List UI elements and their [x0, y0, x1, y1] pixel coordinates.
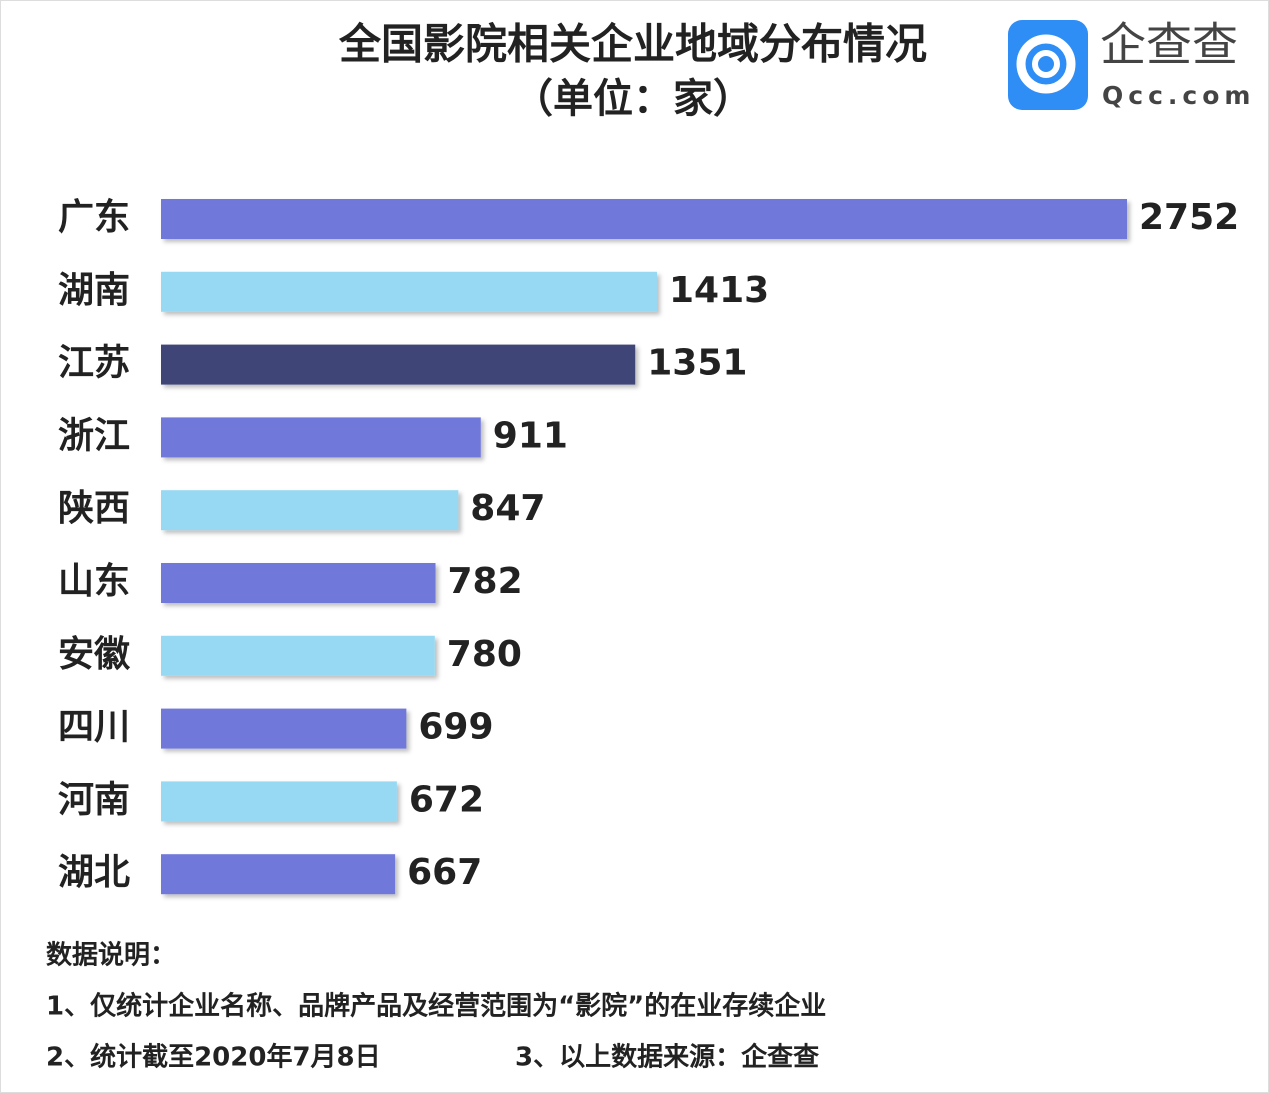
logo-domain: Qcc.com — [1102, 81, 1255, 110]
note: 2、统计截至2020年7月8日 — [46, 1042, 381, 1073]
value-label: 1351 — [647, 343, 747, 384]
value-label: 2752 — [1139, 197, 1239, 238]
bar — [161, 563, 436, 603]
category-label: 安徽 — [58, 634, 131, 675]
notes-heading: 数据说明： — [46, 941, 176, 971]
bar — [161, 344, 636, 385]
note: 1、仅统计企业名称、品牌产品及经营范围为“影院”的在业存续企业 — [46, 991, 826, 1022]
value-label: 699 — [418, 707, 493, 748]
value-label: 780 — [447, 634, 522, 675]
chart-subtitle: （单位：家） — [513, 76, 753, 122]
bar — [161, 708, 407, 749]
bar — [161, 199, 1127, 239]
value-label: 911 — [493, 415, 568, 456]
bar — [161, 271, 657, 312]
category-label: 江苏 — [58, 343, 130, 384]
value-label: 667 — [407, 852, 482, 893]
bar — [161, 635, 435, 676]
bar — [161, 781, 397, 822]
value-label: 1413 — [669, 270, 769, 311]
category-label: 浙江 — [58, 415, 130, 456]
note: 3、以上数据来源：企查查 — [515, 1042, 819, 1073]
category-label: 河南 — [58, 779, 130, 820]
category-label: 湖南 — [58, 270, 130, 311]
bar — [161, 417, 481, 458]
bar — [161, 490, 459, 531]
logo-icon-ring — [1016, 34, 1076, 94]
value-label: 782 — [447, 561, 522, 602]
category-label: 陕西 — [58, 488, 130, 529]
bar — [161, 854, 396, 895]
category-label: 四川 — [58, 707, 130, 748]
value-label: 672 — [409, 779, 484, 820]
chart-title: 全国影院相关企业地域分布情况 — [338, 20, 927, 69]
logo: 企查查 Qcc.com — [1008, 18, 1255, 110]
category-label: 广东 — [58, 197, 130, 238]
category-label: 湖北 — [58, 852, 130, 893]
logo-name: 企查查 — [1100, 18, 1238, 72]
category-label: 山东 — [58, 561, 130, 602]
logo-icon-ring — [1032, 50, 1060, 78]
value-label: 847 — [470, 488, 545, 529]
